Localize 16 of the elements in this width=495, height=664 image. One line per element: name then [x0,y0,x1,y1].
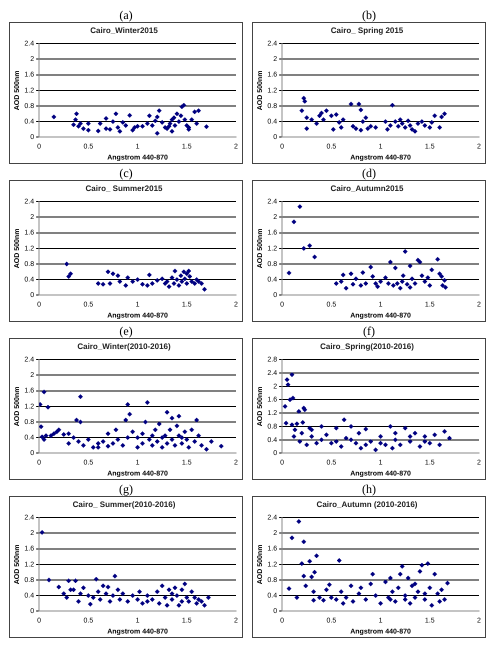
chart-title: Cairo_Spring(2010-2016) [320,342,414,352]
text: (b) [362,8,376,22]
chart-title: Cairo_Autumn (2010-2016) [316,500,418,510]
text: (a) [119,8,133,22]
chart-title: Cairo_ Summer2015 [86,184,164,194]
chart-title: Cairo_ Spring 2015 [330,26,404,36]
chart-title: Cairo_Winter2015 [90,26,158,36]
chart-title: Cairo_Autumn2015 [330,184,404,194]
text: (g) [119,482,133,496]
text: (c) [119,166,133,180]
text: (e) [119,324,133,338]
text: (h) [362,482,376,496]
chart-title: Cairo_ Summer(2010-2016) [72,500,176,510]
text: (d) [362,166,376,180]
text: (f) [363,324,375,338]
chart-title: Cairo_Winter(2010-2016) [77,342,171,352]
